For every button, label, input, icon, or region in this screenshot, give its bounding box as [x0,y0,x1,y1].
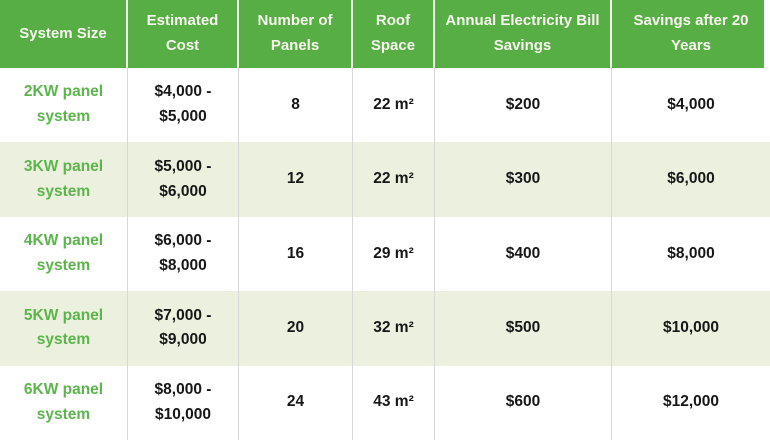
cell-estimated-cost: $8,000 - $10,000 [128,365,239,440]
header-savings-20-years: Savings after 20 Years [633,12,749,54]
cell-estimated-cost: $4,000 - $5,000 [128,68,239,143]
cell-savings-20-years: $6,000 [667,170,715,188]
cell-number-of-panels: 12 [239,142,353,217]
header-number-of-panels: Number of Panels [239,0,353,68]
table-row-2kw: 2KW panel system $4,000 - $5,000 8 22 m²… [0,68,770,143]
cell-roof-space: 43 m² [353,365,435,440]
cell-bill-savings: $500 [435,291,612,366]
cell-estimated-cost: $6,000 - $8,000 [128,216,239,292]
cell-system-size: 4KW panel system [0,216,128,292]
cell-savings-20-years: $10,000 [662,318,720,336]
cell-number-of-panels: 16 [239,216,353,292]
header-system-size: System Size [0,0,128,68]
cell-bill-savings: $200 [435,68,612,143]
cell-savings-20-years: $12,000 [662,393,720,411]
cell-number-of-panels: 8 [239,68,353,143]
cell-system-size: 3KW panel system [0,142,128,217]
cell-bill-savings: $600 [435,365,612,440]
cell-number-of-panels: 24 [239,365,353,440]
cell-bill-savings: $300 [435,142,612,217]
cell-estimated-cost: $5,000 - $6,000 [128,142,239,217]
cell-system-size: 5KW panel system [0,291,128,366]
header-roof-space: Roof Space [353,0,435,68]
cell-roof-space: 22 m² [353,142,435,217]
cell-roof-space: 22 m² [353,68,435,143]
cell-number-of-panels: 20 [239,291,353,366]
table-row-5kw: 5KW panel system $7,000 - $9,000 20 32 m… [0,291,770,366]
cell-savings-20-years: $8,000 [667,244,715,262]
header-bill-savings: Annual Electricity Bill Savings [435,0,612,68]
header-right-bleed [764,0,770,68]
table-row-6kw: 6KW panel system $8,000 - $10,000 24 43 … [0,365,770,440]
cell-bill-savings: $400 [435,216,612,292]
cell-system-size: 6KW panel system [0,365,128,440]
cell-savings-20-years: $4,000 [667,95,715,113]
cell-estimated-cost: $7,000 - $9,000 [128,291,239,366]
table-row-4kw: 4KW panel system $6,000 - $8,000 16 29 m… [0,216,770,292]
cell-roof-space: 29 m² [353,216,435,292]
table-header-row: System Size Estimated Cost Number of Pan… [0,0,770,68]
cell-system-size: 2KW panel system [0,68,128,143]
cell-roof-space: 32 m² [353,291,435,366]
header-estimated-cost: Estimated Cost [128,0,239,68]
table-row-3kw: 3KW panel system $5,000 - $6,000 12 22 m… [0,142,770,217]
